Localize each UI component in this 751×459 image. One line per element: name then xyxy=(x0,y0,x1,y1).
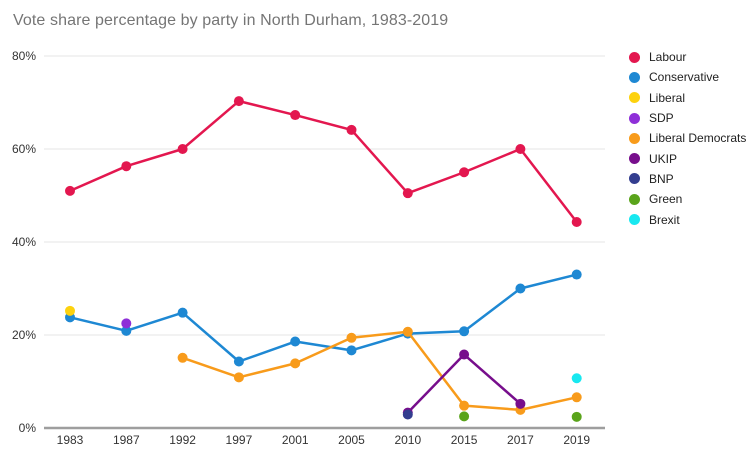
y-tick-label: 60% xyxy=(12,142,36,156)
x-tick-label: 2005 xyxy=(338,433,365,447)
chart-title: Vote share percentage by party in North … xyxy=(13,12,449,29)
series-green xyxy=(459,411,582,422)
data-point-conservative xyxy=(515,283,526,294)
data-point-conservative xyxy=(459,326,470,337)
data-point-liberal-democrats xyxy=(346,332,357,343)
legend-swatch-icon xyxy=(629,132,640,144)
legend-swatch-icon xyxy=(629,71,640,83)
legend-swatch-icon xyxy=(629,92,640,104)
x-tick-label: 2017 xyxy=(507,433,534,447)
data-point-sdp xyxy=(121,318,132,329)
x-tick-label: 1987 xyxy=(113,433,140,447)
series-line-labour xyxy=(68,99,578,224)
legend: Labour Conservative Liberal SDP Liberal Demo… xyxy=(629,47,746,230)
y-tick-label: 0% xyxy=(19,421,37,435)
legend-swatch-icon xyxy=(629,112,640,124)
y-tick-label: 20% xyxy=(12,328,36,342)
legend-label: Liberal Democrats xyxy=(649,131,747,146)
data-point-green xyxy=(459,411,470,422)
legend-label: Green xyxy=(649,192,683,207)
data-point-labour xyxy=(121,161,132,172)
data-point-green xyxy=(571,411,582,422)
legend-label: Conservative xyxy=(649,70,720,85)
legend-label: SDP xyxy=(649,111,674,126)
x-tick-label: 2015 xyxy=(451,433,478,447)
x-tick-label: 1992 xyxy=(169,433,196,447)
x-tick-label: 2019 xyxy=(563,433,590,447)
series-sdp xyxy=(121,318,132,329)
data-point-liberal-democrats xyxy=(177,352,188,363)
legend-item-liberal: Liberal xyxy=(629,88,746,108)
data-point-liberal-democrats xyxy=(402,326,413,337)
x-tick-label: 1997 xyxy=(226,433,253,447)
data-point-conservative xyxy=(233,356,244,367)
legend-label: Liberal xyxy=(649,90,686,105)
legend-label: BNP xyxy=(649,171,674,186)
series-liberal xyxy=(65,305,75,316)
series-conservative xyxy=(65,269,582,367)
data-point-labour xyxy=(571,217,582,228)
data-point-bnp xyxy=(402,409,413,420)
series-labour xyxy=(65,96,582,228)
legend-item-labour: Labour xyxy=(629,47,746,67)
x-tick-label: 2001 xyxy=(282,433,309,447)
legend-item-brexit: Brexit xyxy=(629,209,746,229)
data-point-labour xyxy=(233,96,244,107)
y-tick-label: 40% xyxy=(12,235,36,249)
data-point-liberal-democrats xyxy=(233,372,244,383)
data-point-labour xyxy=(402,188,413,199)
series-line-liberal-democrats xyxy=(181,330,578,412)
y-tick-label: 80% xyxy=(12,49,36,63)
data-point-labour xyxy=(459,167,470,178)
data-point-conservative xyxy=(121,325,132,336)
legend-item-sdp: SDP xyxy=(629,108,746,128)
series-liberal-democrats xyxy=(177,326,582,415)
data-point-liberal-democrats xyxy=(290,358,301,369)
data-point-conservative xyxy=(290,336,301,347)
legend-label: Labour xyxy=(649,50,687,65)
legend-label: UKIP xyxy=(649,151,678,166)
data-point-labour xyxy=(346,124,357,135)
data-point-ukip xyxy=(459,349,470,360)
series-ukip xyxy=(402,349,526,418)
legend-item-conservative: Conservative xyxy=(629,67,746,87)
data-point-liberal xyxy=(65,305,75,316)
legend-swatch-icon xyxy=(629,193,640,205)
data-point-conservative xyxy=(177,307,188,318)
legend-item-bnp: BNP xyxy=(629,169,746,189)
data-point-liberal-democrats xyxy=(459,400,470,411)
x-tick-label: 1983 xyxy=(57,433,84,447)
data-point-labour xyxy=(65,185,75,196)
data-point-labour xyxy=(290,110,301,121)
legend-item-ukip: UKIP xyxy=(629,148,746,168)
data-point-liberal-democrats xyxy=(571,392,582,403)
series-line-conservative xyxy=(68,273,578,363)
legend-swatch-icon xyxy=(629,51,640,63)
data-point-conservative xyxy=(346,345,357,356)
series-brexit xyxy=(571,373,582,384)
data-point-ukip xyxy=(515,398,526,409)
data-point-brexit xyxy=(571,373,582,384)
legend-swatch-icon xyxy=(629,214,640,226)
legend-swatch-icon xyxy=(629,153,640,165)
data-point-labour xyxy=(515,144,526,154)
legend-item-liberal-democrats: Liberal Democrats xyxy=(629,128,746,148)
data-point-labour xyxy=(177,144,188,154)
legend-swatch-icon xyxy=(629,173,640,185)
x-tick-label: 2010 xyxy=(394,433,421,447)
legend-label: Brexit xyxy=(649,212,680,227)
series-bnp xyxy=(402,409,413,420)
legend-item-green: Green xyxy=(629,189,746,209)
data-point-conservative xyxy=(571,269,582,280)
